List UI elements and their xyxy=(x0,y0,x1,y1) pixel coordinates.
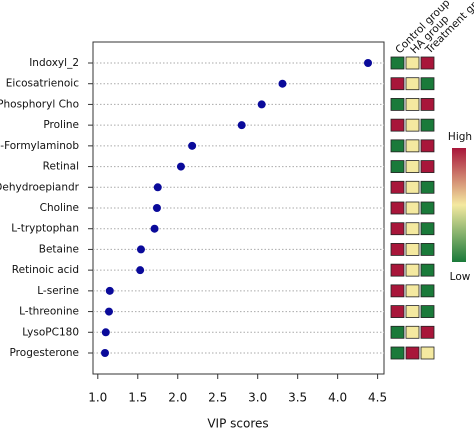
heatmap-cell xyxy=(390,243,405,256)
x-tick-label: 2.0 xyxy=(168,391,187,405)
y-tick-label: Phosphoryl Cho xyxy=(0,98,79,110)
heatmap-cell xyxy=(390,139,405,153)
heatmap-cell xyxy=(420,139,435,153)
heatmap-cell xyxy=(405,263,420,277)
dot xyxy=(150,224,159,233)
y-tick-label: Dehydroepiandr xyxy=(0,181,80,193)
heatmap-cell xyxy=(420,284,435,298)
heatmap-cell xyxy=(405,180,420,194)
y-tick-label: Proline xyxy=(43,119,79,131)
heatmap-cell xyxy=(405,98,420,111)
heatmap-cell xyxy=(390,222,405,236)
dot xyxy=(153,183,162,192)
heatmap-cell xyxy=(390,98,405,111)
y-tick-label: Betaine xyxy=(39,243,79,255)
heatmap-cell xyxy=(390,305,405,318)
x-tick-label: 3.0 xyxy=(248,391,267,405)
heatmap-cell xyxy=(390,118,405,132)
heatmap-cell xyxy=(420,180,435,194)
y-tick-label: LysoPC180 xyxy=(22,326,79,338)
dot xyxy=(100,349,109,357)
y-tick-label: Choline xyxy=(40,202,79,214)
x-tick-label: 4.5 xyxy=(368,391,387,405)
dot xyxy=(136,245,145,254)
dot xyxy=(104,307,113,316)
heatmap-cell xyxy=(390,201,405,215)
heatmap-cell xyxy=(420,243,435,256)
y-tick-label: 2-Formylaminob xyxy=(0,140,79,152)
x-tick-label: 3.5 xyxy=(288,391,307,405)
dot xyxy=(176,162,185,171)
heatmap-cell xyxy=(420,160,435,173)
heatmap-cell xyxy=(420,305,435,318)
dot xyxy=(105,286,114,295)
colorbar-low-label: Low xyxy=(450,271,471,283)
heatmap-cell xyxy=(390,56,405,70)
heatmap-cell xyxy=(390,325,405,339)
heatmap-cell xyxy=(405,243,420,256)
x-tick-label: 4.0 xyxy=(328,391,347,405)
heatmap-cell xyxy=(405,305,420,318)
heatmap-cell xyxy=(420,56,435,70)
dot xyxy=(364,59,373,67)
heatmap-cell xyxy=(420,201,435,215)
plot-frame xyxy=(92,41,385,375)
heatmap-cell xyxy=(420,222,435,236)
heatmap-cell xyxy=(405,56,420,70)
colorbar-high-label: High xyxy=(448,131,472,143)
x-tick-label: 1.5 xyxy=(128,391,147,405)
dot xyxy=(257,100,266,109)
y-tick-label: L-threonine xyxy=(19,306,79,318)
dot xyxy=(101,328,110,337)
heatmap-cell xyxy=(420,118,435,132)
x-axis-label: VIP scores xyxy=(207,417,268,431)
heatmap-cell xyxy=(390,284,405,298)
dot xyxy=(152,204,161,212)
heatmap-cell xyxy=(390,346,405,360)
heatmap-cell xyxy=(390,263,405,277)
dot xyxy=(136,266,145,275)
heatmap-cell xyxy=(405,118,420,132)
heatmap-cell xyxy=(390,160,405,173)
heatmap-cell xyxy=(420,325,435,339)
x-tick-label: 2.5 xyxy=(208,391,227,405)
heatmap-cell xyxy=(420,77,435,91)
heatmap-cell xyxy=(405,222,420,236)
dot xyxy=(237,121,246,130)
y-tick-label: Progesterone xyxy=(10,347,79,359)
y-tick-label: Indoxyl_2 xyxy=(29,57,79,69)
y-tick-label: L-serine xyxy=(37,285,79,297)
heatmap-cell xyxy=(405,160,420,173)
dot xyxy=(188,141,197,150)
heatmap-cell xyxy=(405,284,420,298)
heatmap-cell xyxy=(390,77,405,91)
y-tick-label: Retinoic acid xyxy=(12,264,79,276)
heatmap-cell xyxy=(405,325,420,339)
heatmap-cell xyxy=(405,346,420,360)
heatmap-cell xyxy=(405,201,420,215)
heatmap-cell xyxy=(420,346,435,360)
heatmap-cell xyxy=(420,263,435,277)
heatmap-cell xyxy=(405,139,420,153)
x-tick-label: 1.0 xyxy=(88,391,107,405)
y-tick-label: L-tryptophan xyxy=(11,223,79,235)
y-tick-label: Eicosatrienoic xyxy=(6,78,79,90)
heatmap-cell xyxy=(405,77,420,91)
heatmap-cell xyxy=(420,98,435,111)
dot xyxy=(278,79,287,88)
y-tick-label: Retinal xyxy=(43,161,79,173)
colorbar xyxy=(452,148,466,262)
heatmap-cell xyxy=(390,180,405,194)
